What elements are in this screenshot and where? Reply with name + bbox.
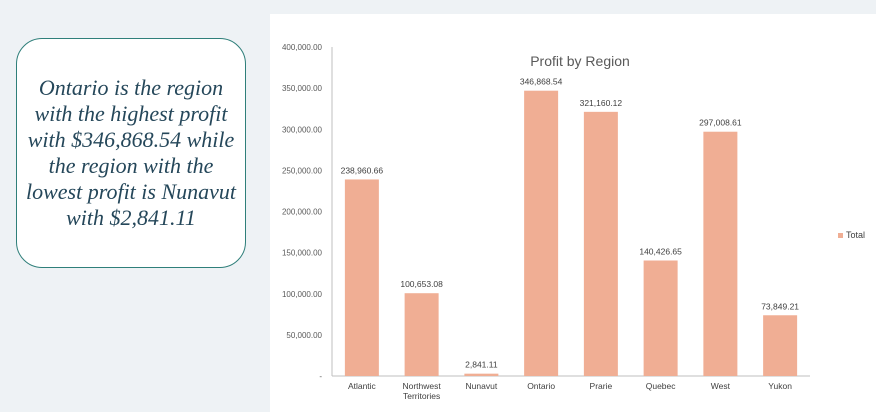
insight-callout-text: Ontario is the region with the highest p…	[25, 75, 237, 230]
bar-west	[703, 131, 738, 376]
data-label-west: 297,008.61	[699, 118, 742, 128]
y-tick-label: 150,000.00	[282, 249, 323, 258]
bar-quebec	[643, 260, 678, 376]
bar-ontario	[524, 90, 559, 376]
y-tick-label: 250,000.00	[282, 166, 323, 175]
x-tick-label-northwest-territories: Northwest	[402, 381, 441, 391]
profit-bar-chart: - 50,000.00 100,000.00 150,000.00 200,000.00…	[282, 43, 810, 401]
data-label-yukon: 73,849.21	[761, 301, 799, 311]
bar-atlantic	[344, 179, 379, 376]
x-tick-label-northwest-territories: Territories	[403, 391, 440, 401]
y-tick-label: 400,000.00	[282, 43, 323, 52]
x-tick-label-ontario: Ontario	[527, 381, 555, 391]
y-tick-label: 300,000.00	[282, 125, 323, 134]
data-label-quebec: 140,426.65	[639, 246, 682, 256]
data-label-nunavut: 2,841.11	[465, 360, 498, 370]
chart-legend: Total	[838, 230, 865, 240]
bar-nunavut	[464, 373, 499, 376]
y-tick-label: 350,000.00	[282, 84, 323, 93]
chart-panel: - 50,000.00 100,000.00 150,000.00 200,000.00…	[270, 14, 876, 412]
chart-title: Profit by Region	[530, 53, 630, 69]
bar-yukon	[763, 315, 798, 376]
data-label-prarie: 321,160.12	[580, 98, 623, 108]
insight-callout: Ontario is the region with the highest p…	[16, 38, 246, 268]
y-tick-label: 100,000.00	[282, 290, 323, 299]
x-tick-label-quebec: Quebec	[646, 381, 677, 391]
bar-prarie	[583, 111, 618, 377]
x-tick-label-west: West	[711, 381, 731, 391]
data-label-ontario: 346,868.54	[520, 77, 563, 87]
y-tick-label: -	[319, 372, 322, 381]
x-tick-label-prarie: Prarie	[590, 381, 613, 391]
legend-label-total: Total	[846, 230, 866, 240]
data-label-atlantic: 238,960.66	[341, 165, 384, 175]
legend-swatch	[838, 232, 843, 238]
y-tick-label: 200,000.00	[282, 208, 323, 217]
y-tick-label: 50,000.00	[286, 331, 322, 340]
x-tick-label-nunavut: Nunavut	[466, 381, 498, 391]
x-tick-label-atlantic: Atlantic	[348, 381, 377, 391]
data-label-northwest-territories: 100,653.08	[400, 279, 443, 289]
bar-northwest-territories	[404, 293, 439, 376]
x-tick-label-yukon: Yukon	[768, 381, 792, 391]
